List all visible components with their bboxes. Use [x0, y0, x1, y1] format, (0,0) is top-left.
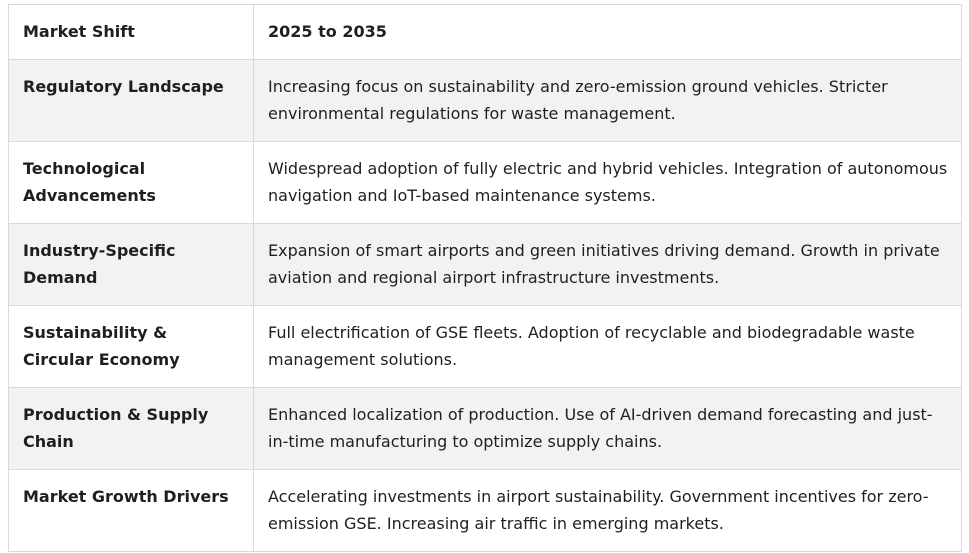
row-label: Technological Advancements — [8, 141, 254, 224]
row-description: Widespread adoption of fully electric an… — [253, 141, 962, 224]
header-period: 2025 to 2035 — [253, 4, 962, 60]
row-description: Enhanced localization of production. Use… — [253, 387, 962, 470]
table-row: Market Growth Drivers Accelerating inves… — [8, 469, 962, 552]
table-header-row: Market Shift 2025 to 2035 — [8, 4, 962, 60]
row-label: Production & Supply Chain — [8, 387, 254, 470]
row-label: Sustainability & Circular Economy — [8, 305, 254, 388]
row-label: Industry-Specific Demand — [8, 223, 254, 306]
table-row: Sustainability & Circular Economy Full e… — [8, 305, 962, 388]
row-description: Expansion of smart airports and green in… — [253, 223, 962, 306]
row-description: Accelerating investments in airport sust… — [253, 469, 962, 552]
row-description: Increasing focus on sustainability and z… — [253, 59, 962, 142]
table-row: Technological Advancements Widespread ad… — [8, 141, 962, 224]
table-row: Regulatory Landscape Increasing focus on… — [8, 59, 962, 142]
row-label: Regulatory Landscape — [8, 59, 254, 142]
row-description: Full electrification of GSE fleets. Adop… — [253, 305, 962, 388]
header-market-shift: Market Shift — [8, 4, 254, 60]
row-label: Market Growth Drivers — [8, 469, 254, 552]
market-shift-table: Market Shift 2025 to 2035 Regulatory Lan… — [8, 4, 962, 552]
table-row: Production & Supply Chain Enhanced local… — [8, 387, 962, 470]
table-row: Industry-Specific Demand Expansion of sm… — [8, 223, 962, 306]
